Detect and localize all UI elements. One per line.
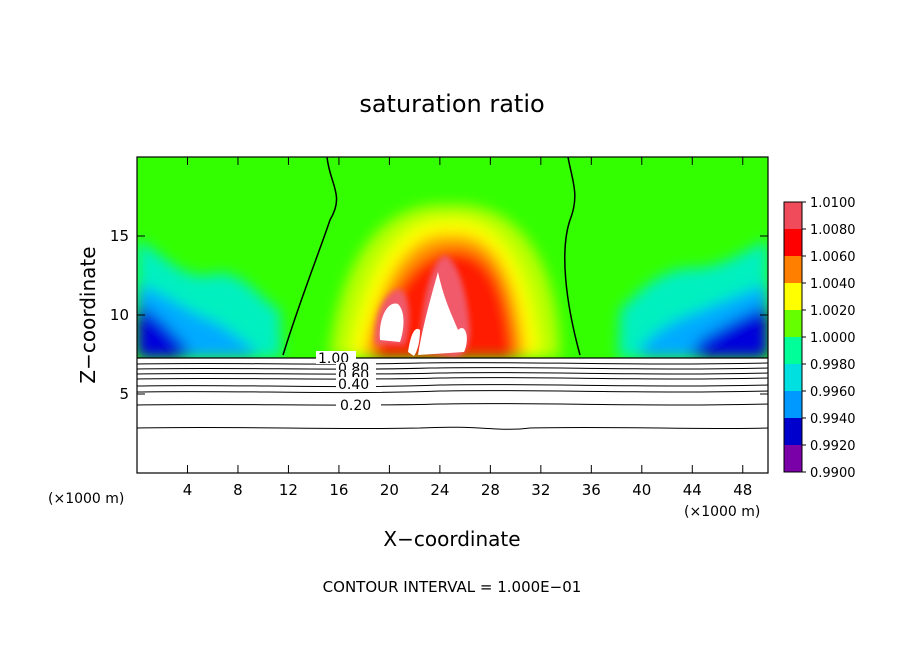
x-tick-label: 44 <box>683 481 702 499</box>
colorbar-label: 0.9960 <box>810 385 856 400</box>
colorbar-swatch <box>784 202 802 230</box>
colorbar-swatch <box>784 445 802 473</box>
y-tick-label: 10 <box>110 306 129 324</box>
x-unit-right: (×1000 m) <box>684 504 760 520</box>
x-unit-left: (×1000 m) <box>48 491 124 507</box>
colorbar-label: 0.9920 <box>810 439 856 454</box>
colorbar: 1.0100 1.0080 1.0060 1.0040 1.0020 1.0000 0.99… <box>783 196 856 481</box>
heatmap-field <box>137 157 768 358</box>
x-tick-label: 8 <box>233 481 243 499</box>
colorbar-swatch <box>784 256 802 284</box>
colorbar-label: 1.0080 <box>810 223 856 238</box>
x-axis-title: X−coordinate <box>383 527 520 551</box>
colorbar-label: 0.9980 <box>810 358 856 373</box>
colorbar-swatch <box>784 418 802 446</box>
x-tick-label: 24 <box>430 481 449 499</box>
colorbar-swatch <box>784 229 802 257</box>
x-tick-label: 4 <box>183 481 193 499</box>
colorbar-label: 1.0020 <box>810 304 856 319</box>
x-tick-label: 40 <box>632 481 651 499</box>
chart-title: saturation ratio <box>359 90 544 118</box>
x-axis-ticks: 4 8 12 16 20 24 28 32 36 40 44 48 <box>183 157 752 499</box>
y-axis-title: Z−coordinate <box>76 246 100 383</box>
contour-lines: 1.00 0.80 0.60 0.40 0.20 <box>136 351 769 430</box>
colorbar-swatch <box>784 364 802 392</box>
colorbar-label: 0.9940 <box>810 412 856 427</box>
colorbar-label: 1.0040 <box>810 277 856 292</box>
colorbar-label: 0.9900 <box>810 466 856 481</box>
colorbar-swatch <box>784 310 802 338</box>
x-tick-label: 28 <box>481 481 500 499</box>
y-tick-label: 15 <box>110 227 129 245</box>
x-tick-label: 36 <box>582 481 601 499</box>
x-tick-label: 20 <box>380 481 399 499</box>
y-tick-label: 5 <box>119 385 129 403</box>
x-tick-label: 16 <box>329 481 348 499</box>
colorbar-label: 1.0100 <box>810 196 856 211</box>
colorbar-label: 1.0060 <box>810 250 856 265</box>
y-axis-ticks: 5 10 15 <box>110 227 768 403</box>
colorbar-swatch <box>784 391 802 419</box>
x-tick-label: 32 <box>531 481 550 499</box>
x-tick-label: 12 <box>279 481 298 499</box>
contour-label-4: 0.40 <box>338 377 369 393</box>
colorbar-swatch <box>784 283 802 311</box>
contour-label-5: 0.20 <box>340 398 371 414</box>
colorbar-label: 1.0000 <box>810 331 856 346</box>
colorbar-swatch <box>784 337 802 365</box>
x-tick-label: 48 <box>733 481 752 499</box>
contour-interval-note: CONTOUR INTERVAL = 1.000E−01 <box>323 578 582 596</box>
